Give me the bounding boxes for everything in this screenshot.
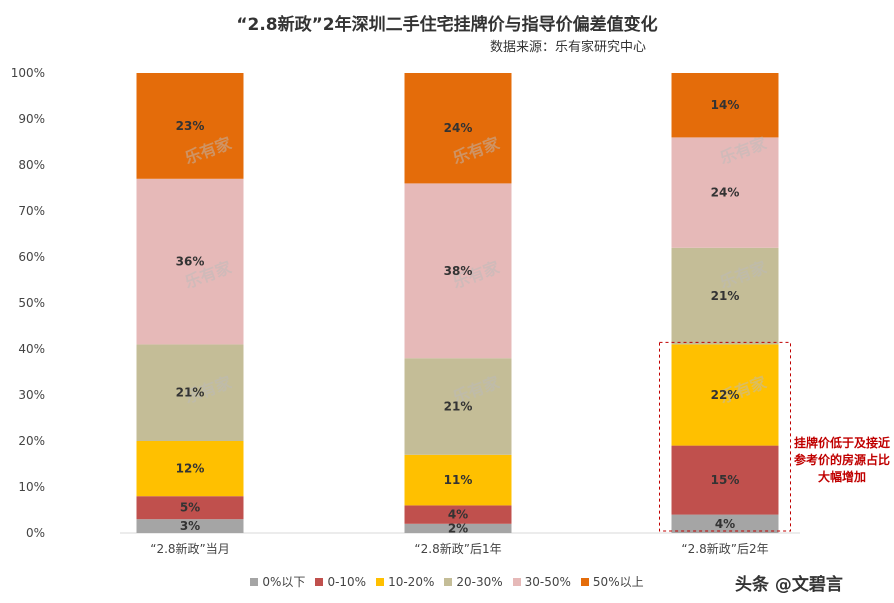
legend-label: 20-30% xyxy=(456,574,503,589)
bar-segment xyxy=(404,505,512,524)
data-label: 14% xyxy=(711,98,740,112)
chart-title: “2.8新政”2年深圳二手住宅挂牌价与指导价偏差值变化 xyxy=(236,15,658,35)
y-tick-label: 10% xyxy=(18,480,45,494)
y-tick-label: 90% xyxy=(18,112,45,126)
data-label: 4% xyxy=(448,508,468,522)
chart-subtitle: 数据来源：乐有家研究中心 xyxy=(490,40,647,55)
bar-segment xyxy=(404,523,512,533)
data-label: 24% xyxy=(711,186,740,200)
bar-segment xyxy=(671,445,779,515)
legend-swatch xyxy=(512,577,521,586)
data-label: 2% xyxy=(448,521,468,535)
y-tick-label: 100% xyxy=(11,66,45,80)
legend-item: 0-10% xyxy=(315,573,366,590)
bar-segment xyxy=(671,247,779,345)
y-tick-label: 50% xyxy=(18,296,45,310)
bar-segment xyxy=(671,344,779,446)
y-tick-label: 20% xyxy=(18,434,45,448)
bar-segment xyxy=(671,73,779,138)
bar-segment xyxy=(404,183,512,359)
data-label: 36% xyxy=(176,255,205,269)
legend-item: 50%以上 xyxy=(580,573,644,590)
category-label: “2.8新政”后1年 xyxy=(414,541,501,556)
data-label: 15% xyxy=(711,473,740,487)
y-tick-label: 0% xyxy=(26,526,45,540)
legend-label: 30-50% xyxy=(524,574,571,589)
category-labels: “2.8新政”当月 “2.8新政”后1年 “2.8新政”后2年 xyxy=(150,541,768,556)
footer-logo: 头条 @文碧言 xyxy=(735,575,843,595)
category-label: “2.8新政”当月 xyxy=(150,541,230,556)
bar-segment xyxy=(136,441,244,497)
legend-swatch xyxy=(580,577,589,586)
data-label: 5% xyxy=(180,501,200,515)
legend-item: 20-30% xyxy=(444,573,503,590)
legend-item: 10-20% xyxy=(376,573,434,590)
bar-segment xyxy=(136,344,244,441)
bar-segment xyxy=(671,514,779,533)
bar-segment xyxy=(404,358,512,455)
legend-label: 50%以上 xyxy=(592,575,644,589)
legend-label: 0-10% xyxy=(327,574,367,589)
y-tick-label: 70% xyxy=(18,204,45,218)
legend-swatch xyxy=(315,577,324,586)
bar-segment xyxy=(404,454,512,506)
data-label: 38% xyxy=(444,264,473,278)
data-label: 24% xyxy=(444,121,473,135)
bar-segment xyxy=(136,178,244,345)
legend-item: 30-50% xyxy=(512,573,571,590)
legend-label: 0%以下 xyxy=(262,575,306,589)
legend-swatch xyxy=(250,577,259,586)
legend: 0%以下 0-10% 10-20% 20-30% 30-50% 50%以上 xyxy=(0,573,894,590)
y-tick-label: 80% xyxy=(18,158,45,172)
legend-label: 10-20% xyxy=(388,574,435,589)
y-tick-label: 30% xyxy=(18,388,45,402)
legend-swatch xyxy=(444,577,453,586)
data-label: 23% xyxy=(176,119,205,133)
data-label: 21% xyxy=(444,400,473,414)
data-labels: 3%5%12%21%36%23%2%4%11%21%38%24%4%15%22%… xyxy=(176,98,740,535)
highlight-box xyxy=(659,341,791,532)
bar-segment xyxy=(136,73,244,179)
data-label: 11% xyxy=(444,473,473,487)
y-tick-label: 60% xyxy=(18,250,45,264)
bar-segment xyxy=(136,496,244,520)
data-label: 22% xyxy=(711,388,740,402)
bar-segment xyxy=(404,73,512,184)
data-label: 3% xyxy=(180,519,200,533)
data-label: 12% xyxy=(176,462,205,476)
bar-segment xyxy=(136,519,244,533)
bar-segment xyxy=(671,137,779,248)
data-label: 4% xyxy=(715,517,735,531)
annotation-text: 挂牌价低于及接近参考价的房源占比大幅增加 xyxy=(794,436,891,484)
legend-item: 0%以下 xyxy=(250,573,305,590)
category-label: “2.8新政”后2年 xyxy=(681,541,768,556)
legend-swatch xyxy=(376,577,385,586)
data-label: 21% xyxy=(711,289,740,303)
y-tick-label: 40% xyxy=(18,342,45,356)
data-label: 21% xyxy=(176,386,205,400)
